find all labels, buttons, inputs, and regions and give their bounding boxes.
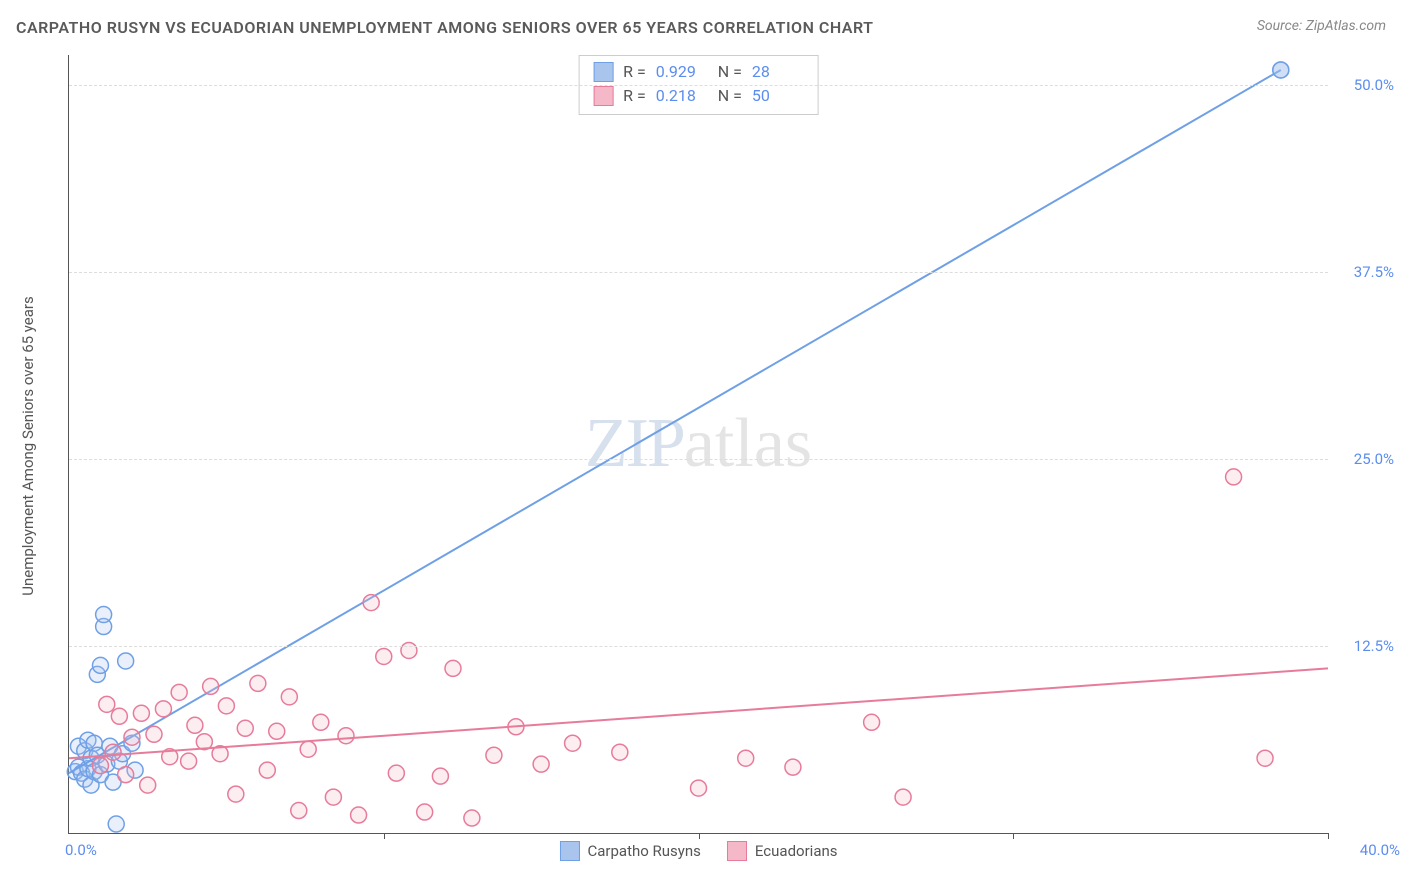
scatter-point-ecuadorian — [187, 717, 203, 733]
scatter-point-ecuadorian — [432, 768, 448, 784]
source-label: Source: ZipAtlas.com — [1257, 18, 1386, 34]
scatter-point-carpatho — [118, 653, 134, 669]
trend-end-marker-carpatho — [1273, 62, 1289, 78]
trend-line-carpatho — [69, 70, 1281, 773]
scatter-point-carpatho — [96, 607, 112, 623]
scatter-point-carpatho — [92, 657, 108, 673]
scatter-point-ecuadorian — [401, 642, 417, 658]
swatch-ecuadorian-legend — [727, 841, 747, 861]
x-tick-min: 0.0% — [65, 841, 97, 859]
scatter-point-ecuadorian — [181, 753, 197, 769]
legend-item-ecuadorian: Ecuadorians — [727, 841, 838, 861]
scatter-point-ecuadorian — [864, 714, 880, 730]
grid-line — [69, 459, 1328, 460]
swatch-ecuadorian — [593, 86, 613, 106]
chart-title: CARPATHO RUSYN VS ECUADORIAN UNEMPLOYMEN… — [16, 18, 873, 37]
scatter-point-ecuadorian — [565, 735, 581, 751]
scatter-point-ecuadorian — [259, 762, 275, 778]
x-tick — [384, 833, 385, 839]
swatch-carpatho-legend — [559, 841, 579, 861]
scatter-point-ecuadorian — [228, 786, 244, 802]
bottom-legend: Carpatho Rusyns Ecuadorians — [559, 841, 837, 861]
scatter-point-ecuadorian — [118, 767, 134, 783]
x-tick — [1013, 833, 1014, 839]
scatter-point-ecuadorian — [325, 789, 341, 805]
x-tick — [699, 833, 700, 839]
x-tick-max: 40.0% — [1360, 841, 1400, 859]
y-tick-label: 50.0% — [1354, 76, 1394, 94]
scatter-point-ecuadorian — [351, 807, 367, 823]
y-tick-label: 25.0% — [1354, 450, 1394, 468]
scatter-point-ecuadorian — [895, 789, 911, 805]
scatter-point-ecuadorian — [146, 726, 162, 742]
correlation-chart: CARPATHO RUSYN VS ECUADORIAN UNEMPLOYMEN… — [0, 0, 1406, 892]
swatch-carpatho — [593, 62, 613, 82]
stats-row-ecuadorian: R = 0.218 N = 50 — [593, 84, 804, 108]
scatter-point-ecuadorian — [300, 741, 316, 757]
scatter-point-ecuadorian — [237, 720, 253, 736]
x-tick — [1328, 833, 1329, 839]
scatter-point-ecuadorian — [1226, 469, 1242, 485]
scatter-point-ecuadorian — [417, 804, 433, 820]
scatter-point-ecuadorian — [691, 780, 707, 796]
scatter-point-ecuadorian — [111, 708, 127, 724]
scatter-point-ecuadorian — [291, 803, 307, 819]
scatter-point-ecuadorian — [464, 810, 480, 826]
scatter-point-ecuadorian — [203, 678, 219, 694]
grid-line — [69, 646, 1328, 647]
scatter-point-carpatho — [108, 816, 124, 832]
scatter-point-ecuadorian — [155, 701, 171, 717]
y-axis-title: Unemployment Among Seniors over 65 years — [19, 296, 37, 595]
y-tick-label: 12.5% — [1354, 637, 1394, 655]
scatter-point-ecuadorian — [363, 595, 379, 611]
scatter-point-ecuadorian — [133, 705, 149, 721]
scatter-point-ecuadorian — [533, 756, 549, 772]
scatter-point-ecuadorian — [338, 728, 354, 744]
scatter-point-ecuadorian — [140, 777, 156, 793]
scatter-point-ecuadorian — [218, 698, 234, 714]
scatter-point-ecuadorian — [99, 696, 115, 712]
scatter-point-ecuadorian — [486, 747, 502, 763]
grid-line — [69, 272, 1328, 273]
scatter-point-ecuadorian — [738, 750, 754, 766]
stats-row-carpatho: R = 0.929 N = 28 — [593, 60, 804, 84]
scatter-point-ecuadorian — [250, 675, 266, 691]
grid-line — [69, 85, 1328, 86]
scatter-point-ecuadorian — [313, 714, 329, 730]
scatter-point-ecuadorian — [269, 723, 285, 739]
scatter-point-ecuadorian — [388, 765, 404, 781]
scatter-point-ecuadorian — [92, 758, 108, 774]
scatter-point-ecuadorian — [445, 660, 461, 676]
scatter-point-ecuadorian — [785, 759, 801, 775]
scatter-point-ecuadorian — [105, 744, 121, 760]
scatter-point-ecuadorian — [281, 689, 297, 705]
plot-svg — [69, 55, 1328, 833]
scatter-point-ecuadorian — [376, 648, 392, 664]
plot-area: ZIPatlas R = 0.929 N = 28 R = 0.218 N = … — [68, 55, 1328, 834]
scatter-point-ecuadorian — [1257, 750, 1273, 766]
scatter-point-ecuadorian — [612, 744, 628, 760]
y-tick-label: 37.5% — [1354, 263, 1394, 281]
legend-item-carpatho: Carpatho Rusyns — [559, 841, 700, 861]
scatter-point-ecuadorian — [171, 684, 187, 700]
scatter-point-ecuadorian — [124, 729, 140, 745]
